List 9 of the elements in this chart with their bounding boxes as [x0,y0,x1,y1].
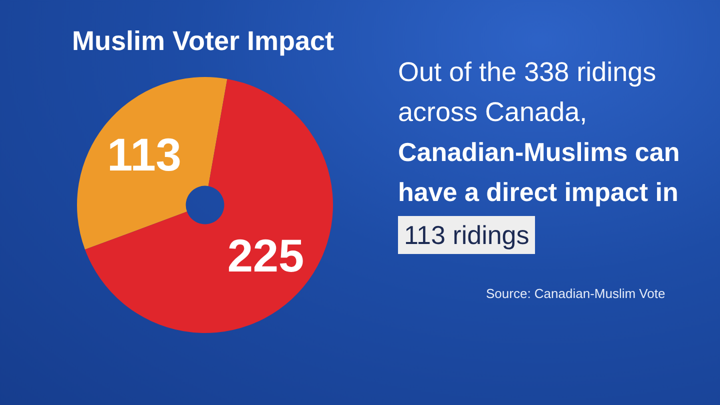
text: Canadian-Muslims can have a direct impact in [398,136,681,209]
text: 113 ridings [398,216,536,254]
chart-title: Muslim Voter Impact [72,26,334,57]
donut-slice [77,77,228,250]
data-label: 225 [227,230,304,282]
donut-slice [84,78,333,333]
data-label: 113 [107,128,182,180]
text: Out of the 338 ridings across Canada, [398,56,658,129]
source-note: Source: Canadian-Muslim Vote [486,286,666,301]
